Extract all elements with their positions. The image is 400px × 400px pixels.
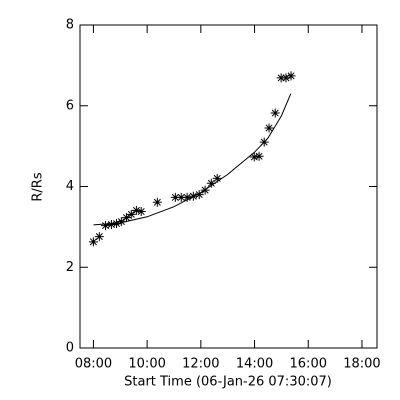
data-point bbox=[254, 151, 264, 161]
data-point bbox=[212, 173, 222, 183]
data-point bbox=[194, 190, 204, 200]
data-point bbox=[264, 123, 274, 133]
y-tick-label: 8 bbox=[66, 18, 74, 33]
data-point bbox=[112, 219, 122, 229]
data-point bbox=[101, 221, 111, 231]
data-point bbox=[126, 209, 136, 219]
data-point bbox=[106, 219, 116, 229]
data-point bbox=[276, 73, 286, 83]
data-point bbox=[206, 178, 216, 188]
data-point bbox=[270, 108, 280, 118]
y-tick-label: 2 bbox=[66, 260, 74, 275]
data-point bbox=[182, 192, 192, 202]
data-point bbox=[170, 192, 180, 202]
y-axis-label: R/Rs bbox=[31, 172, 46, 201]
data-point bbox=[121, 213, 131, 223]
y-tick-label: 0 bbox=[66, 341, 74, 356]
x-tick-label: 10:00 bbox=[128, 357, 165, 372]
y-tick-label: 4 bbox=[66, 179, 74, 194]
x-axis-label: Start Time (06-Jan-26 07:30:07) bbox=[124, 375, 332, 390]
x-tick-label: 18:00 bbox=[343, 357, 380, 372]
x-tick-label: 16:00 bbox=[290, 357, 327, 372]
data-point bbox=[116, 217, 126, 227]
data-point bbox=[249, 152, 259, 162]
data-point bbox=[94, 232, 104, 242]
y-tick-label: 6 bbox=[66, 98, 74, 113]
plot-frame bbox=[79, 24, 378, 349]
x-tick-label: 14:00 bbox=[236, 357, 273, 372]
data-point bbox=[286, 71, 296, 81]
data-point bbox=[152, 197, 162, 207]
data-point bbox=[131, 205, 141, 215]
x-tick-label: 12:00 bbox=[182, 357, 219, 372]
data-point bbox=[88, 237, 98, 247]
data-point bbox=[176, 192, 186, 202]
fit-curve bbox=[93, 93, 292, 226]
data-point bbox=[281, 73, 291, 83]
x-tick-label: 08:00 bbox=[75, 357, 112, 372]
data-point bbox=[136, 207, 146, 217]
